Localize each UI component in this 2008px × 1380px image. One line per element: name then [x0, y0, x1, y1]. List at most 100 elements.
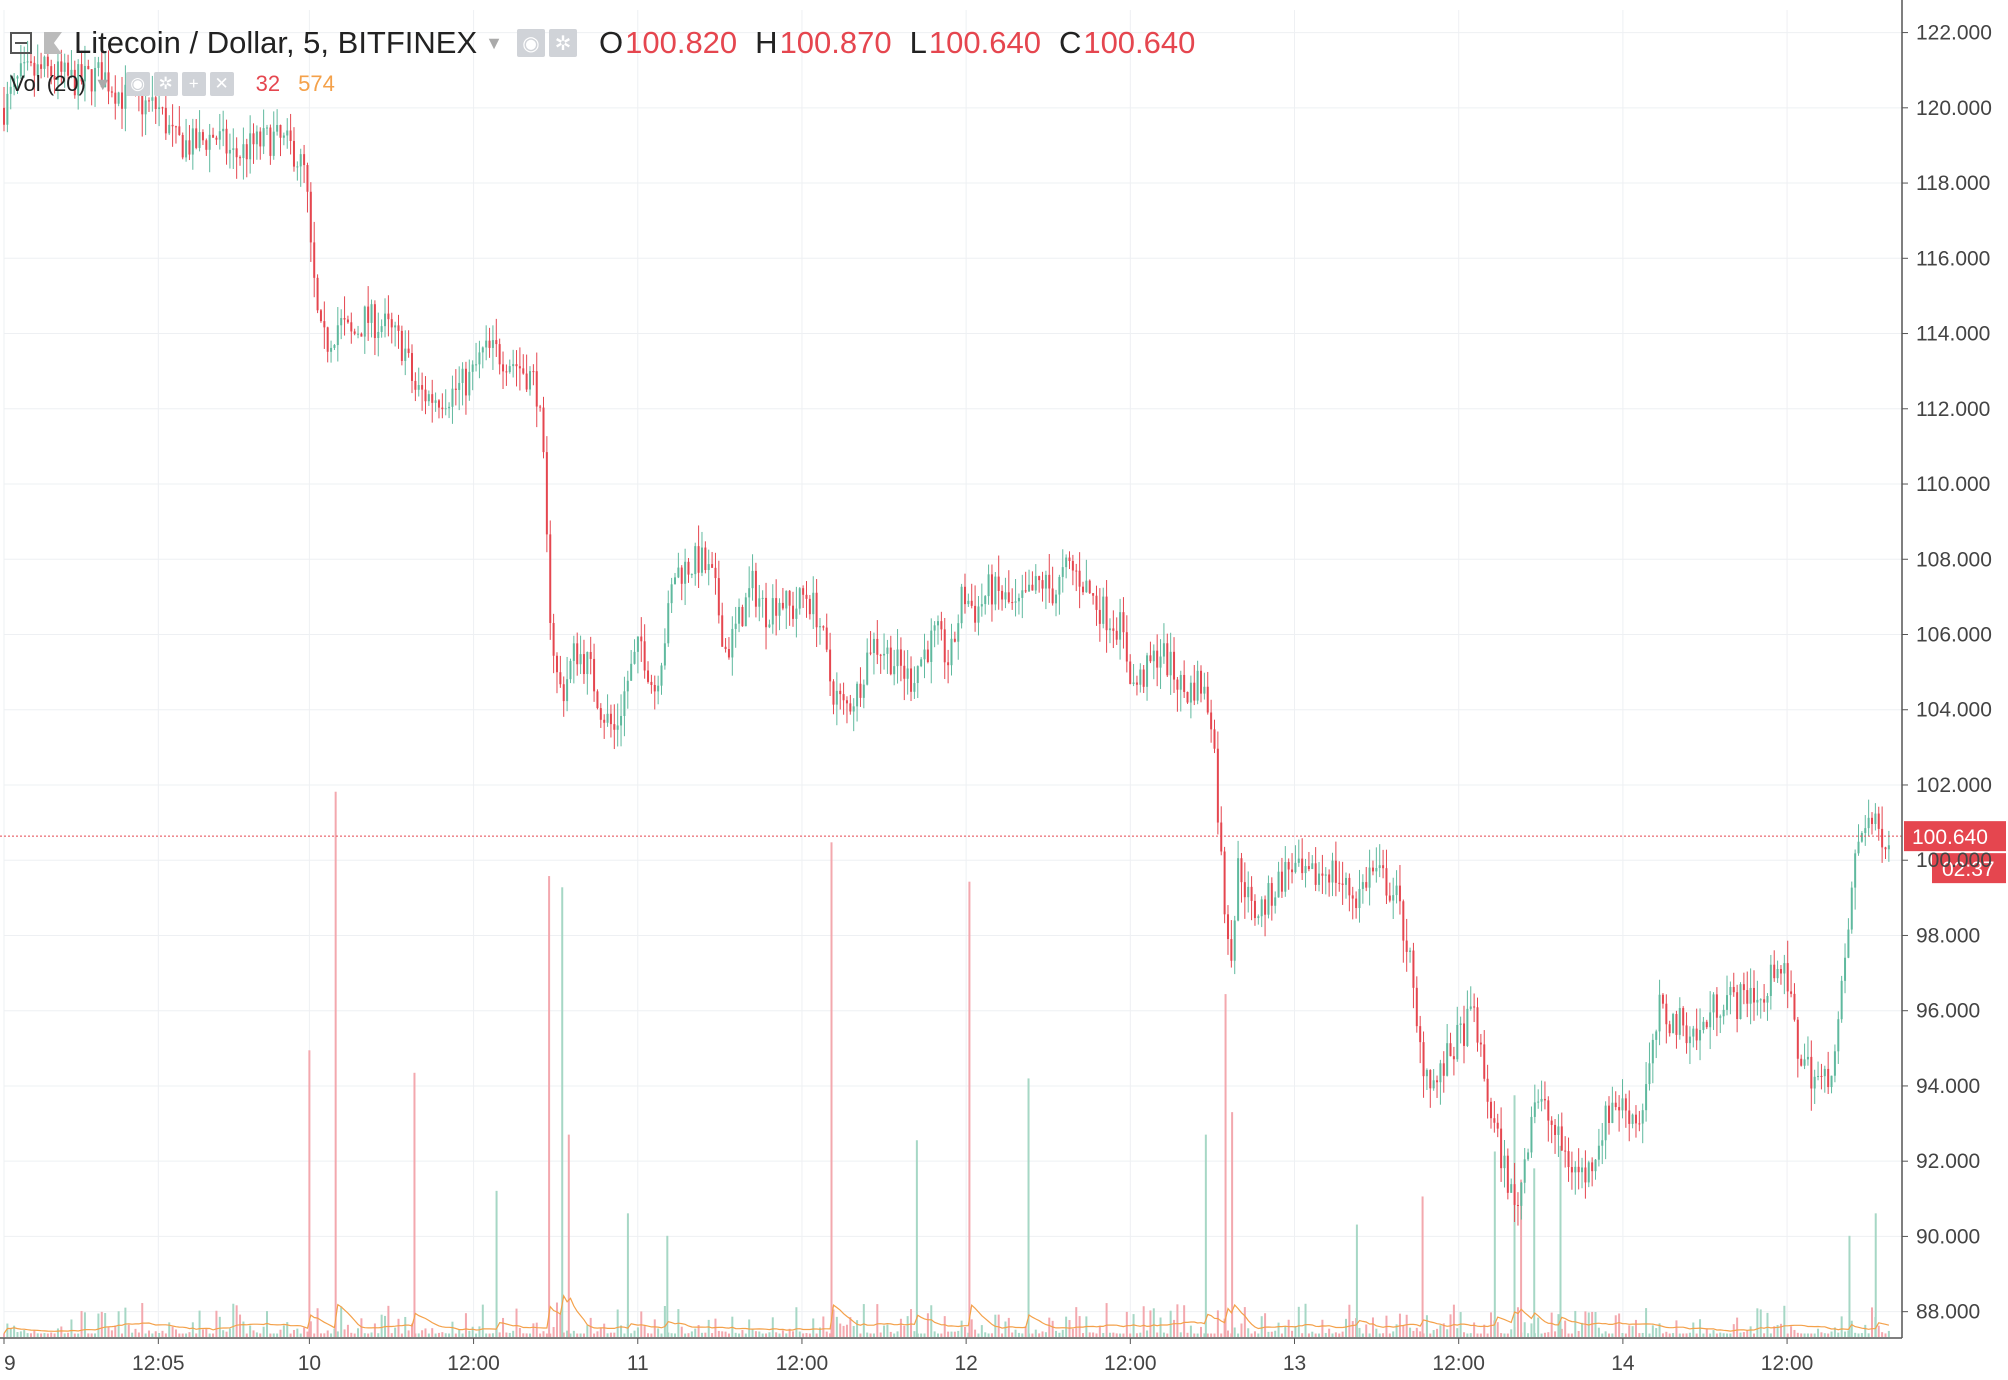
close-icon[interactable]: ✕ [209, 72, 234, 96]
candle-body [1634, 1114, 1637, 1124]
candle-body [1321, 873, 1324, 876]
candle-body [1240, 858, 1243, 883]
y-tick-label: 92.000 [1916, 1150, 1980, 1173]
candle-body [845, 700, 848, 704]
volume-bar [1560, 1328, 1563, 1337]
candle-body [147, 100, 150, 102]
candle-body [1833, 1051, 1836, 1076]
candle-body [569, 660, 572, 680]
candle-body [1253, 900, 1256, 919]
volume-bar [397, 1318, 400, 1337]
candle-body [370, 304, 373, 323]
volume-bar [1132, 1314, 1135, 1337]
volume-bar [1682, 1333, 1685, 1337]
volume-bar [852, 1325, 855, 1337]
volume-bar [680, 1326, 683, 1337]
y-tick-label: 102.000 [1916, 774, 1992, 797]
gear-icon[interactable]: ✲ [548, 29, 577, 57]
volume-bar [1237, 1333, 1240, 1337]
volume-label[interactable]: Vol (20) [10, 71, 86, 96]
candle-body [673, 577, 676, 585]
volume-bar [1483, 1324, 1486, 1337]
gear-icon[interactable]: ✲ [153, 72, 178, 96]
candle-body [1489, 1101, 1492, 1119]
candle-body [1874, 813, 1877, 825]
volume-bar [896, 1331, 899, 1337]
chevron-down-icon[interactable]: ▼ [485, 32, 503, 53]
volume-bar [1031, 1333, 1034, 1337]
volume-bar [448, 1333, 451, 1337]
flag-icon[interactable] [44, 32, 62, 54]
volume-bar [535, 1322, 538, 1337]
volume-bar [741, 1330, 744, 1337]
symbol-title[interactable]: Litecoin / Dollar, 5, BITFINEX [74, 25, 478, 60]
volume-bar [104, 1313, 107, 1337]
candle-body [633, 651, 636, 664]
candle-body [1344, 877, 1347, 885]
volume-bar [252, 1330, 255, 1337]
candle-body [168, 124, 171, 134]
x-tick-label: 9 [4, 1352, 16, 1375]
volume-bar [1253, 1331, 1256, 1337]
candle-body [974, 605, 977, 623]
volume-bar [522, 1333, 525, 1337]
volume-bar [1608, 1333, 1611, 1337]
candle-body [259, 131, 262, 147]
volume-bar [87, 1333, 90, 1337]
candle-body [1584, 1167, 1587, 1183]
volume-bar [1510, 1329, 1513, 1337]
volume-bar [1823, 1333, 1826, 1337]
candle-body [1257, 916, 1260, 919]
volume-bar [1618, 1313, 1621, 1337]
volume-bar [1759, 1309, 1762, 1337]
volume-bar [303, 1327, 306, 1337]
volume-bar [1803, 1333, 1806, 1337]
candle-body [1055, 594, 1058, 604]
ohlc-close-value: 100.640 [1083, 25, 1196, 60]
candle-body [90, 69, 93, 92]
eye-icon[interactable]: ◉ [516, 29, 545, 57]
collapse-icon[interactable] [10, 32, 32, 54]
volume-bar [6, 1323, 9, 1337]
candle-body [940, 621, 943, 630]
candle-body [36, 64, 39, 76]
volume-bar [43, 1333, 46, 1337]
volume-bar [1095, 1333, 1098, 1337]
candle-body [1301, 858, 1304, 874]
volume-bar [1371, 1317, 1374, 1337]
candle-body [16, 76, 19, 79]
volume-bar [1368, 1333, 1371, 1337]
candle-body [1162, 643, 1165, 657]
candle-body [842, 694, 845, 701]
candle-body [839, 690, 842, 695]
volume-bar [1776, 1325, 1779, 1337]
volume-bar [147, 1330, 150, 1337]
candle-body [1712, 994, 1715, 1013]
volume-bar [458, 1329, 461, 1337]
candle-body [1702, 1021, 1705, 1030]
x-tick-label: 11 [627, 1352, 649, 1375]
candle-body [1560, 1126, 1563, 1151]
volume-bar [330, 1333, 333, 1337]
eye-icon[interactable]: ◉ [125, 72, 150, 96]
chevron-down-icon[interactable]: ▼ [93, 73, 112, 94]
volume-bar [1554, 1331, 1557, 1337]
candle-body [1274, 897, 1277, 906]
volume-bar [1756, 1308, 1759, 1337]
volume-bar [1466, 1333, 1469, 1337]
volume-bar [350, 1332, 353, 1337]
candle-body [1547, 1100, 1550, 1121]
plus-icon[interactable]: + [181, 72, 206, 96]
volume-bar [1156, 1332, 1159, 1337]
candle-body [1786, 963, 1789, 992]
volume-bar [933, 1331, 936, 1337]
volume-bar [1500, 1333, 1503, 1337]
volume-bar [1672, 1333, 1675, 1337]
candle-body [1597, 1145, 1600, 1160]
candle-body [869, 652, 872, 654]
candle-body [1216, 748, 1219, 823]
volume-bar [502, 1317, 505, 1337]
volume-bar [1173, 1319, 1176, 1337]
